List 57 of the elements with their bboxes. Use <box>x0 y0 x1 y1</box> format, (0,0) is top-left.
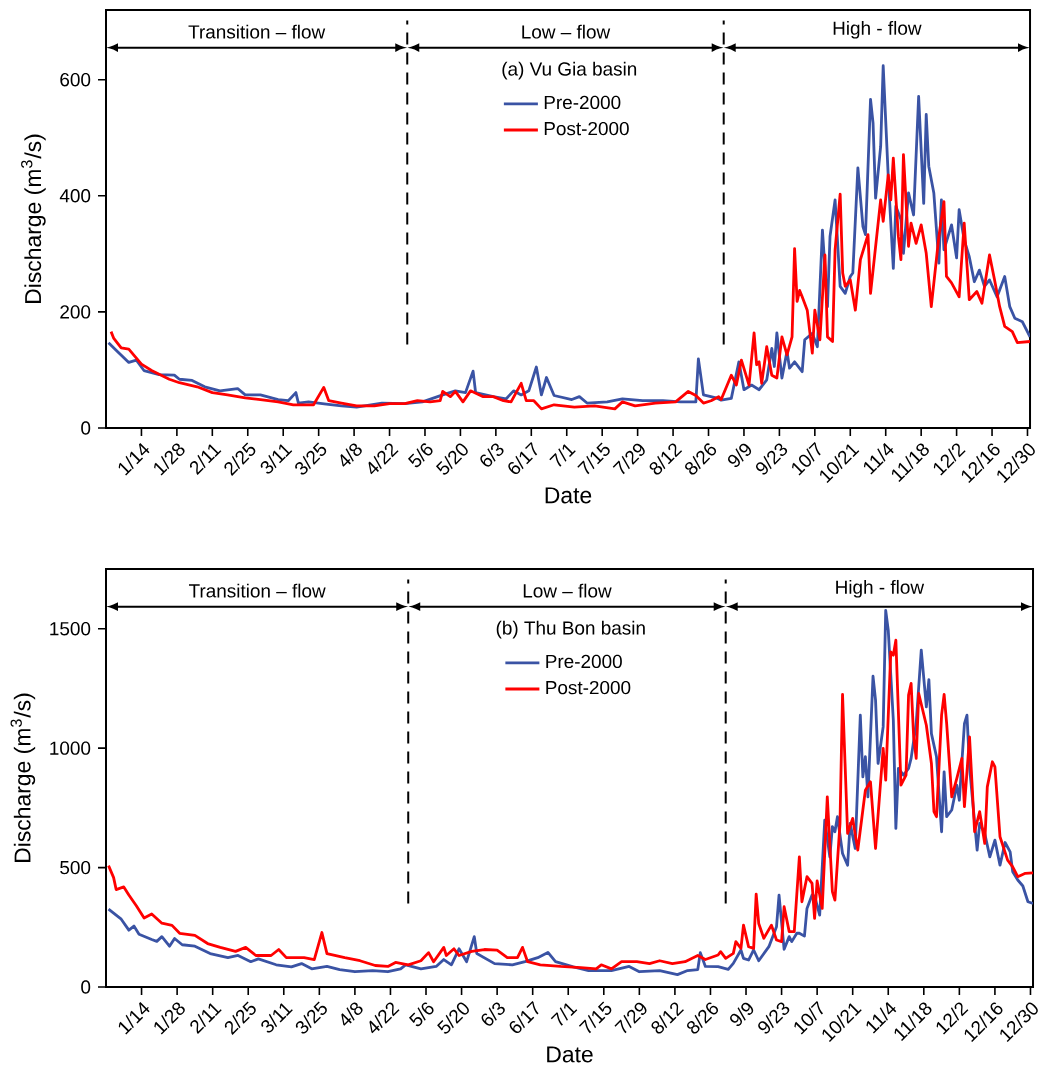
x-tick-label: 8/12 <box>649 443 683 475</box>
x-tick-label: 7/15 <box>577 442 610 475</box>
x-tick-label: 8/26 <box>685 443 717 475</box>
x-tick-label: 9/23 <box>755 443 788 475</box>
annotation: High - flow <box>836 579 925 598</box>
y-tick-label: 600 <box>60 72 91 87</box>
annotation: Transition – flow <box>189 583 326 598</box>
x-tick-label: 7/29 <box>612 443 645 475</box>
annotation: Low – flow <box>523 583 612 598</box>
y-tick-label: 0 <box>81 421 91 435</box>
x-tick-label: 4/22 <box>368 443 399 475</box>
x-tick-label: 7/1 <box>549 444 576 467</box>
x-axis-title: Date <box>547 1046 593 1063</box>
x-tick-label: 3/11 <box>260 444 293 474</box>
y-tick-label: 0 <box>81 980 91 994</box>
x-tick-label: 4/8 <box>340 443 362 467</box>
x-tick-label: 11/4 <box>866 1001 897 1034</box>
x-tick-label: 2/11 <box>189 444 222 475</box>
x-tick-label: 6/3 <box>481 1002 505 1026</box>
x-tick-label: 2/11 <box>190 1003 222 1034</box>
x-tick-label: 11/4 <box>863 442 894 475</box>
annotation: Transition – flow <box>188 24 326 39</box>
x-tick-label: 7/1 <box>550 1003 578 1026</box>
x-tick-label: 4/8 <box>341 1002 363 1026</box>
x-axis-title: Date <box>545 487 592 504</box>
y-tick-label: 200 <box>60 305 91 319</box>
x-tick-label: 5/20 <box>435 443 468 475</box>
x-tick-label: 6/17 <box>508 441 538 475</box>
y-tick-label: 400 <box>59 189 91 203</box>
x-tick-label: 8/26 <box>687 1002 719 1034</box>
x-tick-label: 9/9 <box>727 443 752 468</box>
y-axis-title: Discharge (m$^{3}$/s) <box>21 134 46 303</box>
y-axis-title: Discharge (m$^{3}$/s) <box>10 693 36 862</box>
x-tick-label: 5/6 <box>407 443 433 468</box>
x-tick-label: 6/17 <box>509 1000 539 1034</box>
x-tick-label: 4/22 <box>369 1002 400 1034</box>
x-tick-label: 5/20 <box>437 1002 469 1034</box>
x-tick-label: 3/11 <box>261 1003 293 1033</box>
x-tick-label: 9/9 <box>730 1002 754 1027</box>
x-tick-label: 3/25 <box>295 442 327 475</box>
annotation: Low – flow <box>522 24 611 39</box>
x-tick-label: 7/29 <box>614 1002 647 1034</box>
y-tick-label: 1000 <box>50 741 91 755</box>
legend-label: Pre-2000 <box>544 95 621 110</box>
legend-label: Pre-2000 <box>546 654 622 669</box>
legend-label: Post-2000 <box>544 121 629 136</box>
x-tick-label: 7/15 <box>578 1001 612 1034</box>
x-tick-label: 8/12 <box>651 1002 684 1034</box>
text: (b) Thu Bon basin <box>496 620 645 639</box>
y-tick-label: 1500 <box>50 622 91 636</box>
annotation: High - flow <box>833 20 922 39</box>
x-tick-label: 6/3 <box>480 443 504 467</box>
y-tick-label: 500 <box>60 860 91 875</box>
x-tick-label: 9/23 <box>758 1002 790 1034</box>
x-tick-label: 5/6 <box>408 1002 434 1027</box>
legend-label: Post-2000 <box>546 680 631 695</box>
text: (a) Vu Gia basin <box>502 61 637 80</box>
